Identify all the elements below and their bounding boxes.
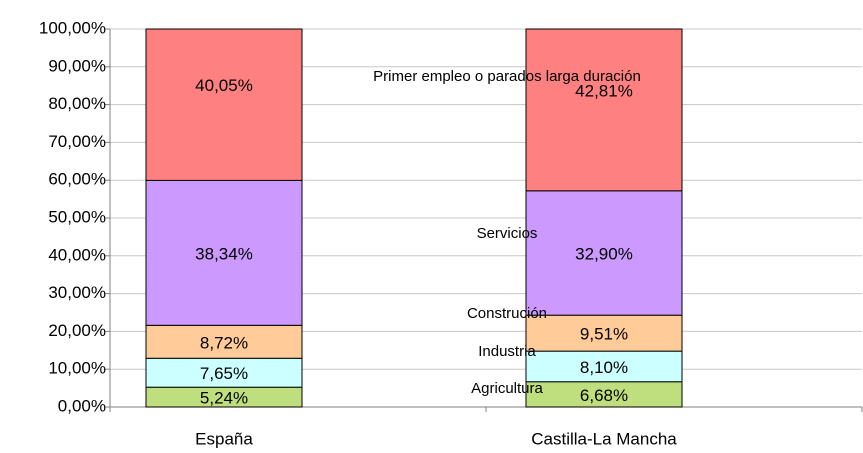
value-label: 32,90% xyxy=(575,244,633,263)
bar-segment xyxy=(525,350,683,383)
y-tick-label: 20,00% xyxy=(48,321,106,340)
bar-segment xyxy=(145,357,303,388)
bar-segment xyxy=(525,314,683,352)
y-tick-label: 80,00% xyxy=(48,94,106,113)
series-label: Industria xyxy=(478,343,536,360)
value-label: 38,34% xyxy=(195,244,253,263)
value-label: 8,10% xyxy=(580,358,628,377)
value-label: 42,81% xyxy=(575,81,633,100)
series-label: Agricultura xyxy=(471,380,543,397)
bar-segment xyxy=(525,190,683,316)
bar-segment xyxy=(145,324,303,359)
x-tick-label: España xyxy=(195,429,253,448)
value-label: 7,65% xyxy=(200,364,248,383)
bar-segment xyxy=(525,28,683,192)
value-label: 8,72% xyxy=(200,333,248,352)
value-label: 5,24% xyxy=(200,389,248,408)
value-label: 6,68% xyxy=(580,386,628,405)
series-label: Servicios xyxy=(477,225,538,242)
y-tick-label: 40,00% xyxy=(48,245,106,264)
y-tick-label: 10,00% xyxy=(48,359,106,378)
value-label: 40,05% xyxy=(195,76,253,95)
value-label: 9,51% xyxy=(580,325,628,344)
series-label: Primer empleo o parados larga duración xyxy=(373,68,641,85)
y-tick-label: 90,00% xyxy=(48,56,106,75)
y-tick-label: 50,00% xyxy=(48,207,106,226)
y-tick-label: 100,00% xyxy=(39,18,106,37)
y-tick-label: 0,00% xyxy=(58,396,106,415)
bar-segment xyxy=(145,179,303,326)
y-tick-label: 60,00% xyxy=(48,170,106,189)
y-tick-label: 30,00% xyxy=(48,283,106,302)
series-label: Construción xyxy=(467,305,547,322)
x-tick-label: Castilla-La Mancha xyxy=(531,429,677,448)
bar-segment xyxy=(145,28,303,181)
y-tick-label: 70,00% xyxy=(48,132,106,151)
